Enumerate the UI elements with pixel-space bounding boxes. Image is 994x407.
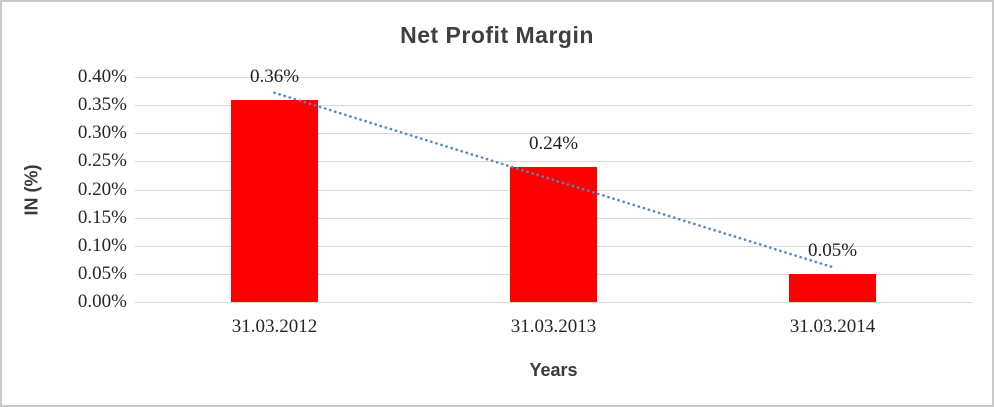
y-tick-label: 0.35% [77, 94, 127, 116]
y-tick-label: 0.00% [77, 291, 127, 312]
data-label: 0.24% [528, 133, 579, 154]
y-tick-label: 0.15% [77, 206, 127, 228]
y-tick-label: 0.20% [77, 178, 127, 200]
y-tick-label: 0.05% [77, 262, 127, 284]
y-tick-label: 0.40% [77, 66, 127, 87]
data-label: 0.36% [249, 65, 300, 87]
y-tick-label: 0.30% [77, 122, 127, 144]
x-tick-label: 31.03.2012 [231, 316, 318, 337]
data-label: 0.05% [807, 239, 858, 261]
bar [789, 273, 876, 302]
y-tick-label: 0.25% [77, 150, 127, 172]
bar [231, 99, 318, 302]
gridline [135, 302, 972, 303]
x-tick-label: 31.03.2013 [510, 316, 597, 337]
chart-title: Net Profit Margin [400, 22, 594, 48]
x-tick-label: 31.03.2014 [789, 316, 876, 337]
bar [510, 167, 597, 302]
x-axis-title: Years [529, 360, 578, 380]
gridline [135, 77, 972, 78]
y-tick-label: 0.10% [77, 234, 127, 256]
